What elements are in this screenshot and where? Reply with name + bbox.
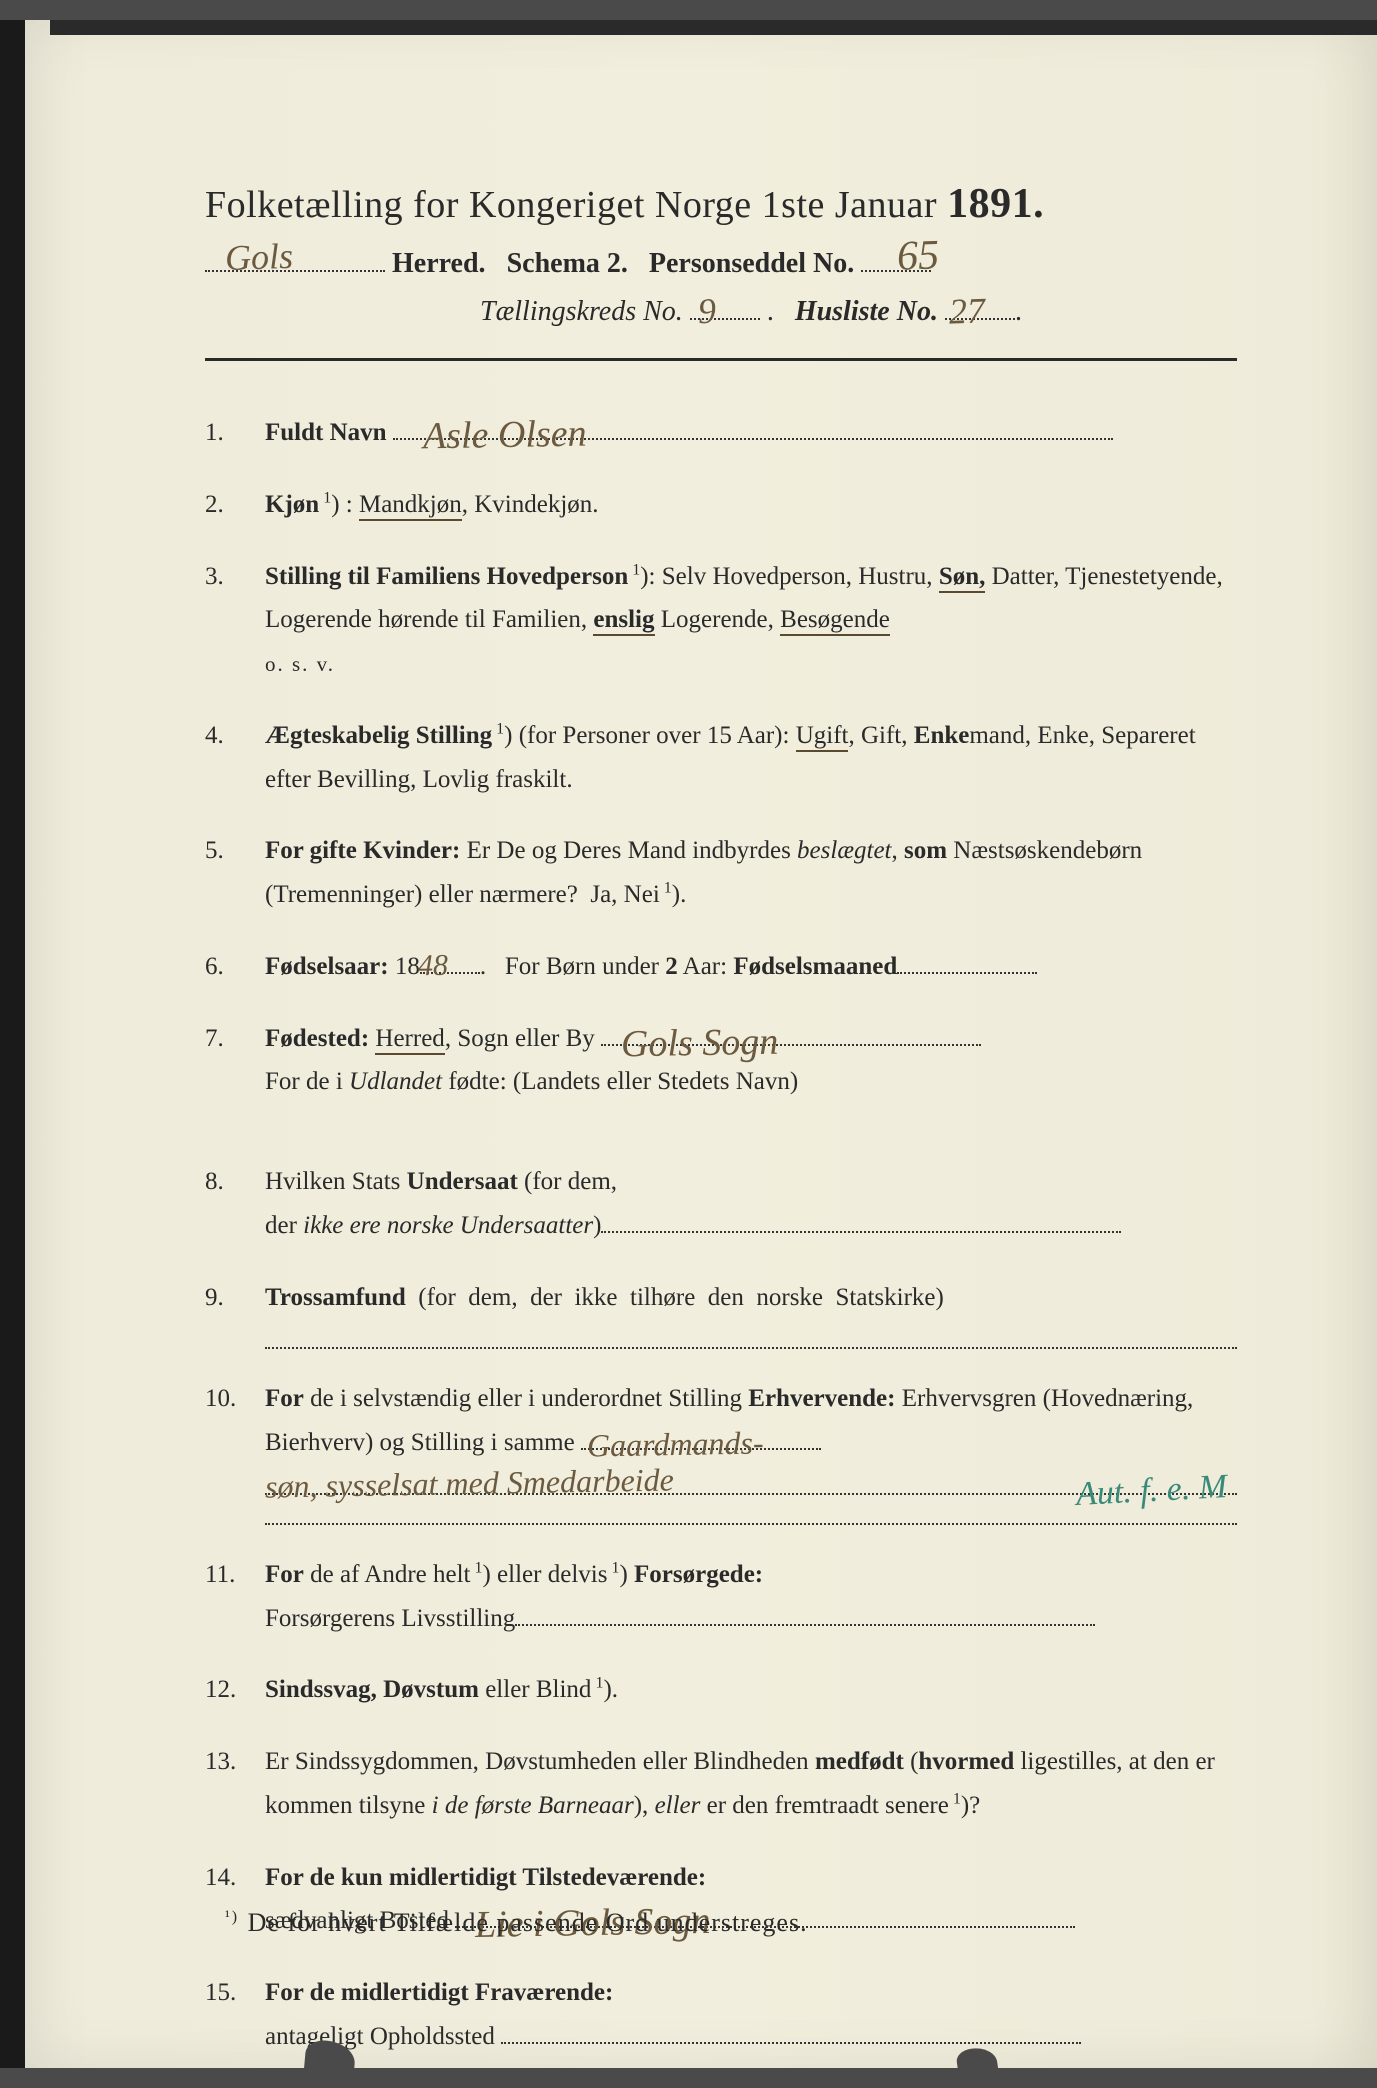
item-7-value: Gols Sogn	[620, 1008, 778, 1077]
item-6-year-field: 48	[420, 954, 480, 974]
item-2: 2. Kjøn 1) : Mandkjøn, Kvindekjøn.	[205, 483, 1237, 527]
kreds-value: 9	[697, 290, 716, 333]
item-num: 5.	[205, 829, 265, 917]
item-10-line-3	[265, 1501, 1237, 1525]
item-11: 11. For de af Andre helt 1) eller delvis…	[205, 1553, 1237, 1641]
personseddel-field: 65	[861, 246, 931, 272]
item-15-sub: antageligt Opholdssted	[265, 2023, 495, 2050]
item-1-field: Asle Olsen	[393, 420, 1113, 440]
item-9: 9. Trossamfund (for dem, der ikke tilhør…	[205, 1276, 1237, 1350]
item-1: 1. Fuldt Navn Asle Olsen	[205, 411, 1237, 455]
item-2-selected: Mandkjøn	[359, 491, 462, 521]
item-5-label: For gifte Kvinder:	[265, 837, 460, 864]
item-15-label: For de midlertidigt Fraværende:	[265, 1979, 613, 2006]
item-num: 6.	[205, 945, 265, 989]
kreds-field: 9	[690, 294, 760, 320]
title-prefix: Folketælling for Kongeriget Norge 1ste J…	[205, 184, 937, 226]
item-num: 2.	[205, 483, 265, 527]
item-10: 10. For de i selvstændig eller i underor…	[205, 1377, 1237, 1525]
herred-value: Gols	[224, 235, 293, 279]
husliste-value: 27	[948, 289, 985, 332]
item-10-field-1: Gaardmands-	[581, 1430, 821, 1450]
personseddel-label: Personseddel No.	[649, 248, 854, 279]
item-num: 12.	[205, 1668, 265, 1712]
herred-label: Herred.	[392, 248, 486, 279]
item-13: 13. Er Sindssygdommen, Døvstumheden elle…	[205, 1740, 1237, 1828]
schema-label: Schema 2.	[507, 248, 628, 279]
item-4-paren: (for Personer over 15 Aar):	[519, 722, 790, 749]
item-3-label: Stilling til Familiens Hovedperson	[265, 563, 628, 590]
husliste-label: Husliste No.	[795, 296, 938, 327]
item-14-label: For de kun midlertidigt Tilstedeværende:	[265, 1864, 706, 1891]
item-num: 7.	[205, 1017, 265, 1105]
item-6-year: 48	[417, 939, 448, 992]
item-7-field: Gols Sogn	[601, 1026, 981, 1046]
kreds-label: Tællingskreds No.	[480, 296, 683, 327]
census-form-page: Folketælling for Kongeriget Norge 1ste J…	[0, 20, 1377, 2068]
herred-field: Gols	[205, 246, 385, 272]
form-items: 1. Fuldt Navn Asle Olsen 2. Kjøn 1) : Ma…	[205, 411, 1237, 2059]
footnote-marker: ¹)	[225, 1908, 239, 1925]
item-num: 13.	[205, 1740, 265, 1828]
form-title: Folketælling for Kongeriget Norge 1ste J…	[205, 180, 1237, 228]
header-divider	[205, 358, 1237, 361]
item-4-label: Ægteskabelig Stilling	[265, 722, 492, 749]
item-num: 15.	[205, 1971, 265, 2059]
item-num: 9.	[205, 1276, 265, 1350]
item-8: 8. Hvilken Stats Undersaat (for dem, der…	[205, 1160, 1237, 1248]
item-4: 4. Ægteskabelig Stilling 1) (for Persone…	[205, 714, 1237, 802]
item-num: 10.	[205, 1377, 265, 1525]
item-num: 11.	[205, 1553, 265, 1641]
item-4-selected: Ugift	[796, 722, 849, 752]
item-num: 4.	[205, 714, 265, 802]
item-12: 12. Sindssvag, Døvstum eller Blind 1).	[205, 1668, 1237, 1712]
item-num: 1.	[205, 411, 265, 455]
item-1-label: Fuldt Navn	[265, 419, 387, 446]
item-3: 3. Stilling til Familiens Hovedperson 1)…	[205, 555, 1237, 686]
item-7: 7. Fødested: Herred, Sogn eller By Gols …	[205, 1017, 1237, 1105]
item-9-line	[265, 1325, 1237, 1349]
item-5: 5. For gifte Kvinder: Er De og Deres Man…	[205, 829, 1237, 917]
form-header: Folketælling for Kongeriget Norge 1ste J…	[205, 180, 1237, 361]
personseddel-value: 65	[896, 231, 940, 280]
item-10-field-2: søn, sysselsat med Smedarbeide Aut. f. e…	[265, 1471, 1237, 1495]
item-6: 6. Fødselsaar: 1848. For Børn under 2 Aa…	[205, 945, 1237, 989]
header-line-3: Tællingskreds No. 9 . Husliste No. 27 .	[205, 294, 1237, 328]
item-3-osv: o. s. v.	[265, 652, 335, 676]
item-num: 8.	[205, 1160, 265, 1248]
header-line-2: Gols Herred. Schema 2. Personseddel No. …	[205, 246, 1237, 280]
item-7-selected: Herred	[375, 1025, 444, 1055]
item-2-label: Kjøn	[265, 491, 319, 518]
item-1-value: Asle Olsen	[422, 401, 587, 470]
title-year: 1891.	[947, 181, 1044, 227]
item-num: 3.	[205, 555, 265, 686]
footnote-text: De for hvert Tilfælde passende Ord under…	[248, 1908, 808, 1937]
item-15: 15. For de midlertidigt Fraværende: anta…	[205, 1971, 1237, 2059]
husliste-field: 27	[945, 294, 1015, 320]
footnote: ¹) De for hvert Tilfælde passende Ord un…	[225, 1908, 1237, 1938]
